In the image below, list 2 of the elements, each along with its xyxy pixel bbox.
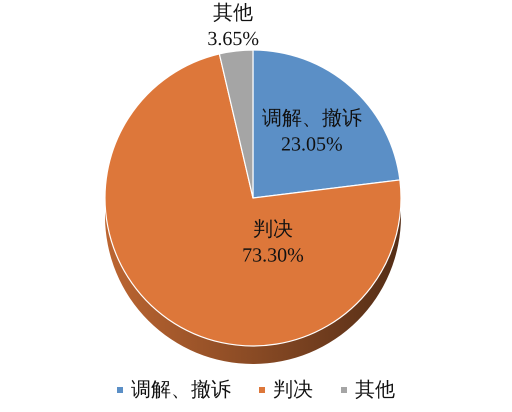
legend-label: 判决: [273, 379, 313, 401]
legend-label: 其他: [355, 379, 395, 401]
